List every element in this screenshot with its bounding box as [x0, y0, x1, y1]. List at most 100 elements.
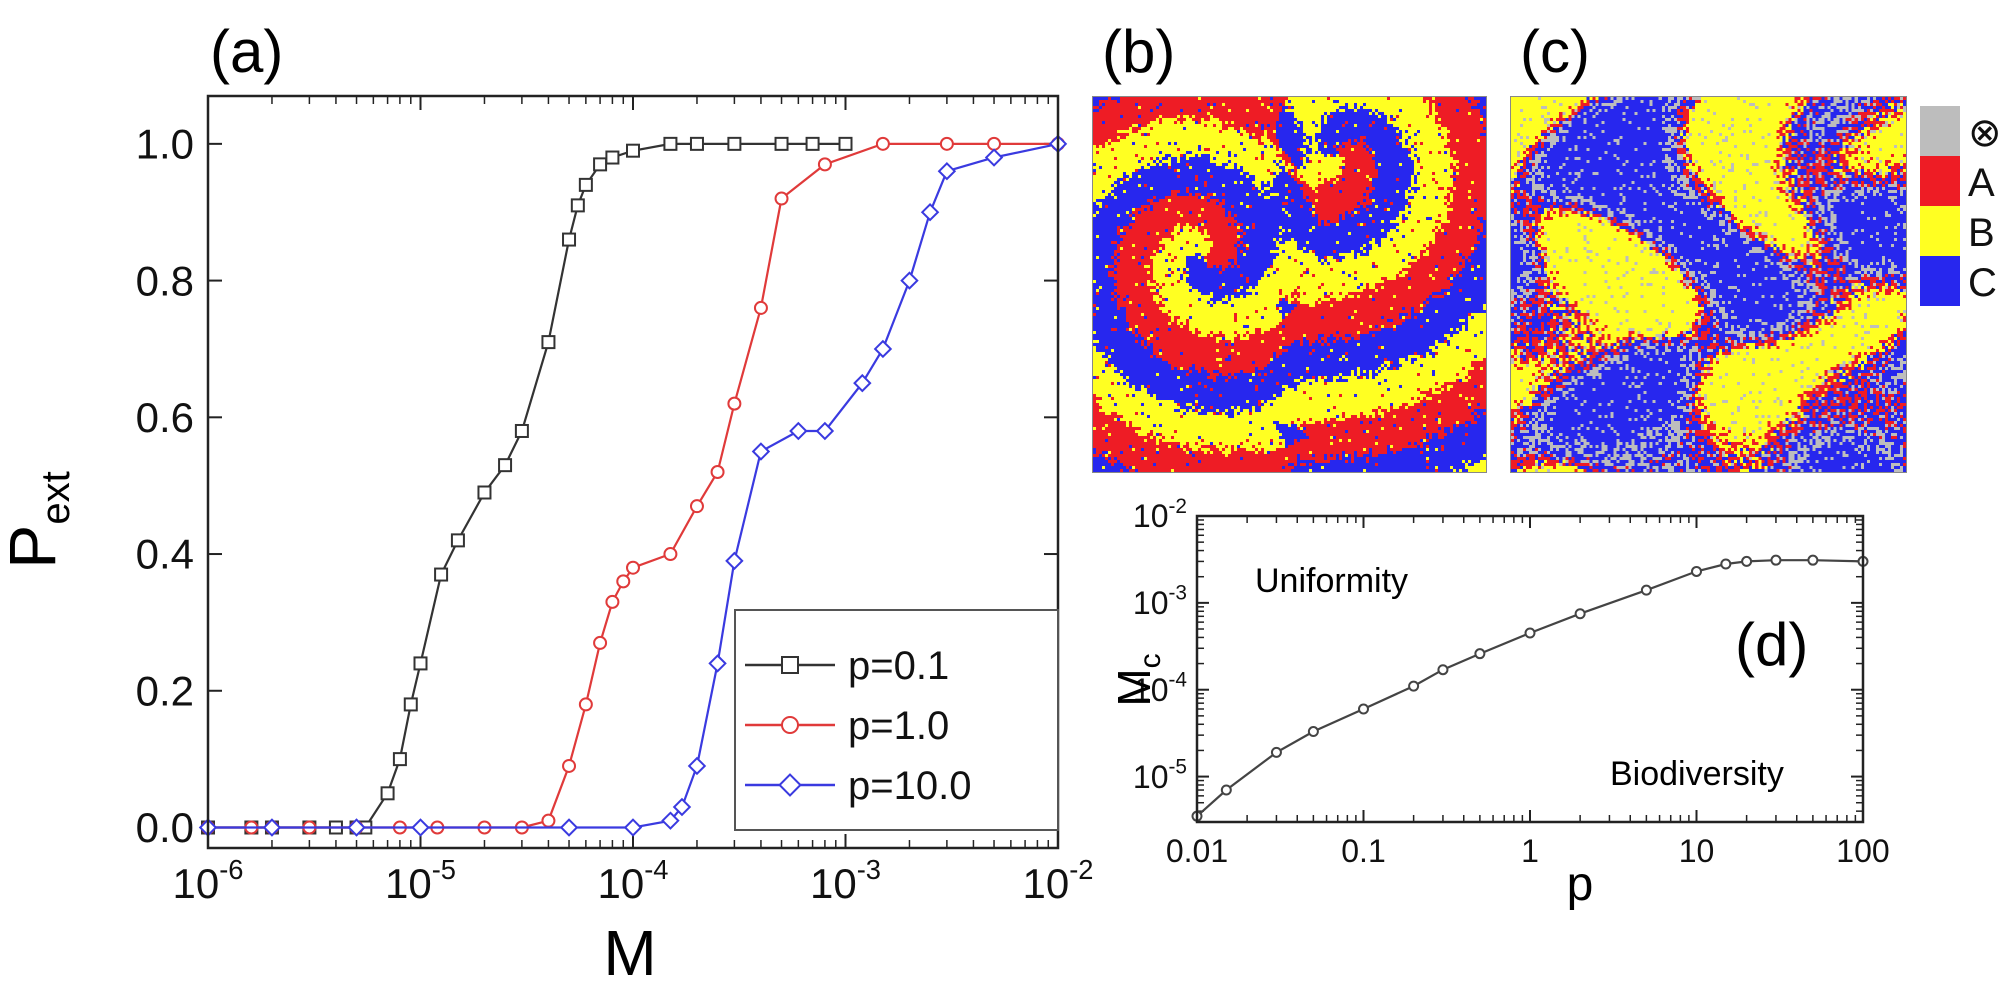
- y-tick-label: 10-5: [1133, 755, 1187, 794]
- x-tick-label: 10-6: [173, 854, 244, 907]
- x-tick-label-exponent: -4: [644, 854, 668, 885]
- data-point: [875, 136, 890, 151]
- data-point: [1741, 555, 1753, 567]
- data-point: [1691, 565, 1702, 577]
- data-point: [262, 818, 282, 837]
- data-point: [815, 421, 835, 441]
- data-point: [578, 177, 593, 192]
- x-tick-label: 10: [1679, 833, 1715, 869]
- data-point: [623, 818, 643, 837]
- y-tick-label: 10-3: [1133, 582, 1187, 621]
- species-colorbar: ⊗ ABC: [1920, 106, 2002, 306]
- data-point: [380, 786, 395, 801]
- data-point: [939, 136, 954, 151]
- data-point: [687, 756, 707, 776]
- data-point: [593, 635, 608, 650]
- data-point: [708, 654, 727, 673]
- plot-frame: [1195, 514, 1865, 824]
- panel-d-label: (d): [1735, 611, 1808, 678]
- data-point: [774, 191, 789, 206]
- data-point: [1720, 558, 1732, 570]
- x-tick-label-exponent: -2: [1069, 854, 1093, 885]
- data-point: [1574, 608, 1586, 620]
- colorbar-swatch: [1920, 106, 1960, 156]
- panel-a-chart: (a) 10-6 10-5 10-4 10-3 10-20.00.20.40.60.81…: [0, 18, 1094, 983]
- x-tick-label: 10-4: [598, 854, 669, 907]
- data-point: [838, 136, 853, 151]
- y-tick-label: 0.4: [136, 531, 194, 578]
- panel-a-y-axis-label: Pext: [0, 471, 78, 568]
- data-point: [605, 594, 620, 609]
- data-point: [605, 150, 620, 165]
- x-tick-label: 0.01: [1166, 833, 1228, 869]
- data-point: [1307, 726, 1319, 738]
- y-tick-label-base: 10: [1133, 672, 1169, 708]
- legend-marker: [778, 773, 802, 797]
- x-tick-label: 0.1: [1341, 833, 1385, 869]
- data-point: [805, 136, 820, 151]
- x-tick-label-exponent: -5: [432, 854, 456, 885]
- panel-d-y-axis-label: Mc: [1108, 653, 1167, 706]
- data-point: [578, 697, 593, 712]
- x-tick-label-exponent: -3: [857, 854, 881, 885]
- spatial-pattern-c: [1510, 96, 1907, 473]
- data-point: [689, 136, 704, 151]
- data-point: [663, 547, 678, 562]
- x-tick-label: 10-3: [810, 854, 881, 907]
- data-point: [541, 335, 556, 350]
- data-point: [727, 396, 742, 411]
- data-point: [727, 136, 742, 151]
- panel-a-legend: p=0.1 p=1.0 p=10.0: [734, 609, 1059, 831]
- x-tick-label: 1: [1521, 833, 1539, 869]
- legend-marker: [781, 716, 799, 734]
- y-tick-label-base: 10: [1133, 585, 1169, 621]
- data-point: [1807, 554, 1819, 566]
- data-point: [559, 818, 579, 837]
- data-point: [789, 421, 808, 441]
- data-point: [1408, 680, 1420, 692]
- data-point: [984, 148, 1004, 167]
- x-tick-label-base: 10: [173, 860, 220, 907]
- data-point: [347, 818, 366, 837]
- x-tick-label-exponent: -6: [219, 854, 243, 885]
- y-tick-label-exponent: -2: [1169, 495, 1188, 518]
- colorbar-swatch: [1920, 156, 1960, 206]
- x-tick-label: 10-2: [1023, 854, 1094, 907]
- data-point: [450, 533, 465, 548]
- colorbar-label: ⊗: [1968, 111, 2002, 155]
- data-point: [434, 567, 449, 582]
- data-point: [937, 161, 957, 181]
- colorbar-swatch: [1920, 256, 1960, 306]
- data-point: [710, 465, 725, 479]
- data-point: [541, 813, 556, 828]
- panel-b-label: (b): [1102, 18, 1175, 85]
- data-point: [1220, 784, 1232, 796]
- colorbar-swatch: [1920, 206, 1960, 256]
- y-tick-label: 0.0: [136, 804, 194, 851]
- x-tick-label-base: 10: [385, 860, 432, 907]
- y-tick-label: 10-4: [1133, 669, 1187, 708]
- data-point: [817, 157, 832, 172]
- x-tick-label: 10-5: [385, 854, 456, 907]
- data-point: [626, 143, 640, 158]
- panel-a-label: (a): [210, 18, 283, 85]
- x-tick-label-base: 10: [1023, 860, 1070, 907]
- legend-marker: [781, 656, 799, 674]
- y-tick-label-exponent: -4: [1169, 669, 1188, 692]
- y-tick-label-base: 10: [1133, 498, 1169, 534]
- data-point: [411, 818, 430, 837]
- uniformity-annotation: Uniformity: [1255, 562, 1408, 600]
- legend-label: p=1.0: [848, 704, 949, 748]
- y-tick-label: 0.8: [136, 257, 194, 304]
- data-point: [413, 656, 428, 671]
- data-point: [593, 157, 608, 172]
- biodiversity-annotation: Biodiversity: [1610, 755, 1784, 793]
- data-point: [392, 752, 407, 767]
- data-point: [1437, 664, 1449, 676]
- y-tick-label: 1.0: [136, 121, 194, 168]
- data-point: [920, 203, 940, 222]
- data-point: [1270, 746, 1282, 758]
- data-point: [498, 458, 513, 473]
